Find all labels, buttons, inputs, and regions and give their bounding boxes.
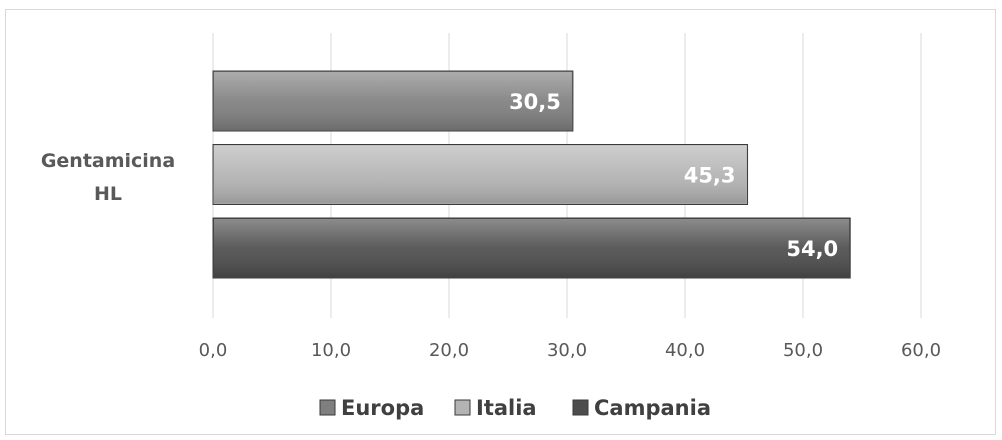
x-tick-label: 20,0	[429, 340, 469, 361]
data-label: 30,5	[509, 90, 561, 114]
x-tick-label: 0,0	[199, 340, 228, 361]
bar-shine	[214, 145, 747, 204]
category-label: Gentamicina	[41, 150, 175, 172]
bar-shine	[214, 219, 850, 277]
bar-shine	[214, 72, 572, 130]
legend-label: Italia	[476, 396, 537, 420]
bars	[212, 70, 851, 279]
data-label: 45,3	[684, 164, 736, 188]
data-label: 54,0	[786, 237, 838, 261]
legend-swatch-campania	[572, 399, 589, 416]
legend-label: Europa	[341, 396, 424, 420]
x-tick-label: 10,0	[311, 340, 351, 361]
x-tick-label: 60,0	[901, 340, 941, 361]
x-tick-label: 40,0	[665, 340, 705, 361]
legend-swatch-europa	[319, 399, 336, 416]
legend: Europa Italia Campania	[319, 396, 711, 420]
legend-swatch-italia	[454, 399, 471, 416]
legend-label: Campania	[594, 396, 711, 420]
labels: 0,0 10,0 20,0 30,0 40,0 50,0 60,0 Gentamicina HL…	[41, 90, 941, 361]
category-label: HL	[94, 183, 122, 205]
x-tick-label: 50,0	[783, 340, 823, 361]
x-tick-label: 30,0	[547, 340, 587, 361]
